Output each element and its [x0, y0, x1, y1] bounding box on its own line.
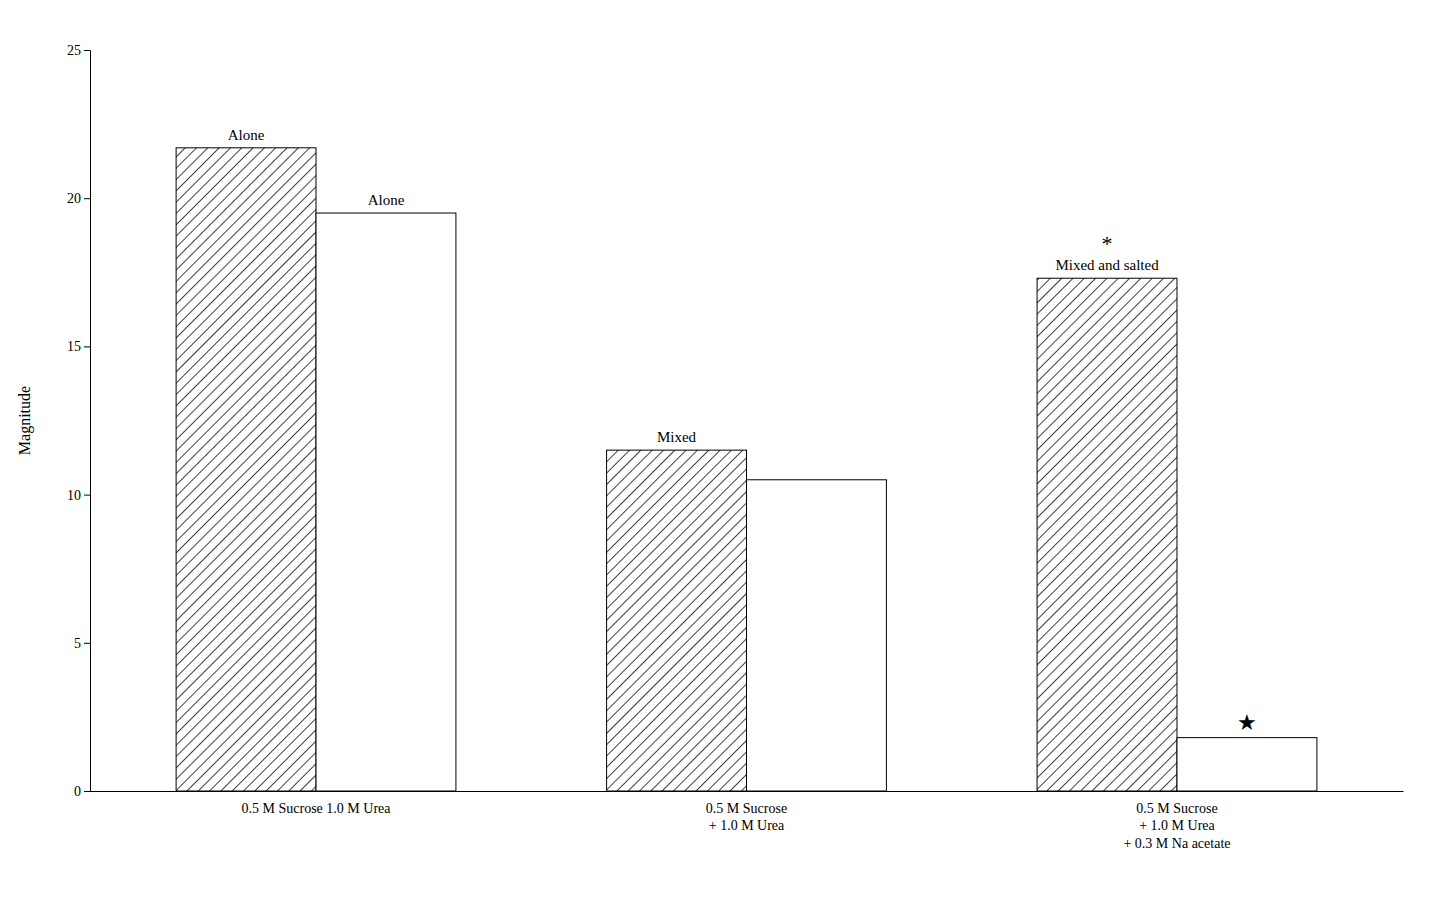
- tick-label: 5: [74, 636, 81, 651]
- axis-line: [84, 51, 91, 792]
- tick: 25: [67, 43, 90, 58]
- tick-mark: [84, 643, 90, 644]
- tick-mark: [84, 791, 90, 792]
- tick-label-line: 0.5 M Sucrose: [706, 801, 787, 816]
- annotation: Alone: [228, 127, 265, 143]
- tick-mark: [84, 50, 90, 51]
- axis-line: [91, 791, 1404, 792]
- annotation: Mixed: [657, 429, 697, 445]
- bars: [176, 148, 1317, 791]
- tick-label-line: 0.5 M Sucrose: [1136, 801, 1217, 816]
- tick-mark: [84, 495, 90, 496]
- tick-label-line: + 1.0 M Urea: [709, 818, 785, 833]
- tick-label: 25: [67, 43, 81, 58]
- tick-mark: [84, 346, 90, 347]
- chart: 05101520250.5 M Sucrose 1.0 M Urea0.5 M …: [0, 0, 1443, 911]
- annotation: Alone: [368, 192, 405, 208]
- tick-mark: [84, 198, 90, 199]
- tick-label: 10: [67, 488, 81, 503]
- tick-label: 15: [67, 339, 81, 354]
- tick: 5: [74, 636, 90, 651]
- tick: 20: [67, 191, 90, 206]
- tick: 0.5 M Sucrose 1.0 M Urea: [242, 801, 392, 816]
- annotation: *: [1102, 231, 1113, 256]
- bar: [316, 213, 456, 791]
- annotation: ★: [1237, 710, 1257, 735]
- bar: [607, 450, 747, 791]
- tick-label-line: + 0.3 M Na acetate: [1123, 836, 1230, 851]
- annotation: Mixed and salted: [1055, 257, 1159, 273]
- tick: 15: [67, 339, 90, 354]
- tick: 10: [67, 488, 90, 503]
- tick: 0: [74, 784, 90, 799]
- bar: [747, 480, 887, 791]
- annotations: Alone Alone Mixed Mixed and salted* ★: [228, 127, 1257, 735]
- tick-label: 0.5 M Sucrose 1.0 M Urea: [242, 801, 392, 816]
- axis-title: Magnitude: [16, 386, 34, 455]
- tick-label: 0.5 M Sucrose + 1.0 M Urea: [706, 801, 787, 834]
- plot: 05101520250.5 M Sucrose 1.0 M Urea0.5 M …: [16, 43, 1404, 851]
- bar: [1037, 278, 1177, 791]
- x-axis: 0.5 M Sucrose 1.0 M Urea 0.5 M Sucrose + 1…: [91, 792, 1404, 851]
- tick: 0.5 M Sucrose + 1.0 M Urea: [706, 801, 787, 834]
- tick-label: 20: [67, 191, 81, 206]
- bar: [176, 148, 316, 791]
- y-axis: 0 5 10 15 20 25: [67, 43, 91, 799]
- tick-label-line: + 1.0 M Urea: [1139, 818, 1215, 833]
- tick: 0.5 M Sucrose + 1.0 M Urea + 0.3 M Na acet…: [1123, 801, 1230, 851]
- tick-label-line: 0.5 M Sucrose 1.0 M Urea: [242, 801, 392, 816]
- tick-label: 0.5 M Sucrose + 1.0 M Urea + 0.3 M Na acet…: [1123, 801, 1230, 851]
- bar: [1177, 738, 1317, 791]
- tick-label: 0: [74, 784, 81, 799]
